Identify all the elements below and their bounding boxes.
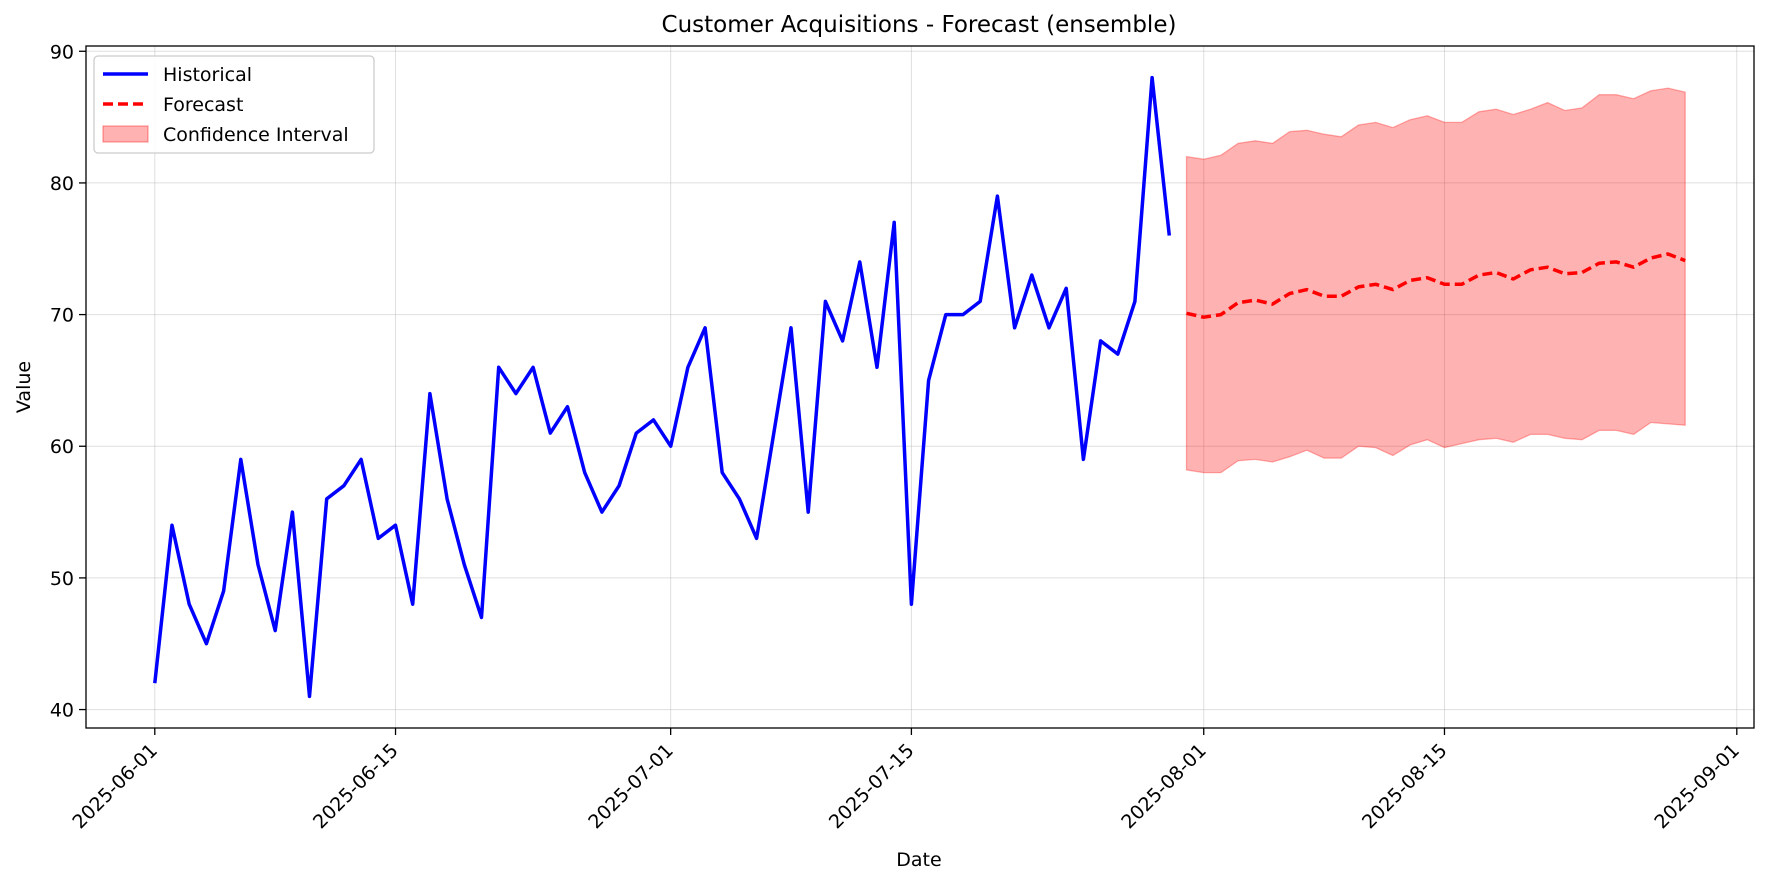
x-axis-label: Date [896, 849, 941, 871]
legend-historical-label: Historical [163, 64, 252, 86]
legend-confidence-swatch [102, 125, 149, 143]
legend-box [93, 55, 375, 154]
legend: Historical Forecast Confidence Interval [93, 55, 375, 154]
legend-confidence-label: Confidence Interval [163, 124, 349, 146]
chart-title: Customer Acquisitions - Forecast (ensemb… [662, 12, 1177, 38]
legend-forecast-label: Forecast [163, 94, 243, 116]
forecast-series-line [1186, 252, 1686, 319]
grid-layer [86, 46, 1754, 728]
data-layer [153, 75, 1686, 699]
plot-frame [85, 45, 1755, 729]
y-tick-label: 90 [50, 41, 74, 63]
y-tick-label: 40 [50, 700, 74, 722]
y-axis-label: Value [13, 361, 35, 413]
y-tick-label: 80 [50, 173, 74, 195]
y-tick-label: 50 [50, 568, 74, 590]
y-tick-label: 60 [50, 436, 74, 458]
y-tick-label: 70 [50, 305, 74, 327]
historical-series-line [153, 75, 1172, 699]
confidence-interval-band [1185, 87, 1686, 474]
